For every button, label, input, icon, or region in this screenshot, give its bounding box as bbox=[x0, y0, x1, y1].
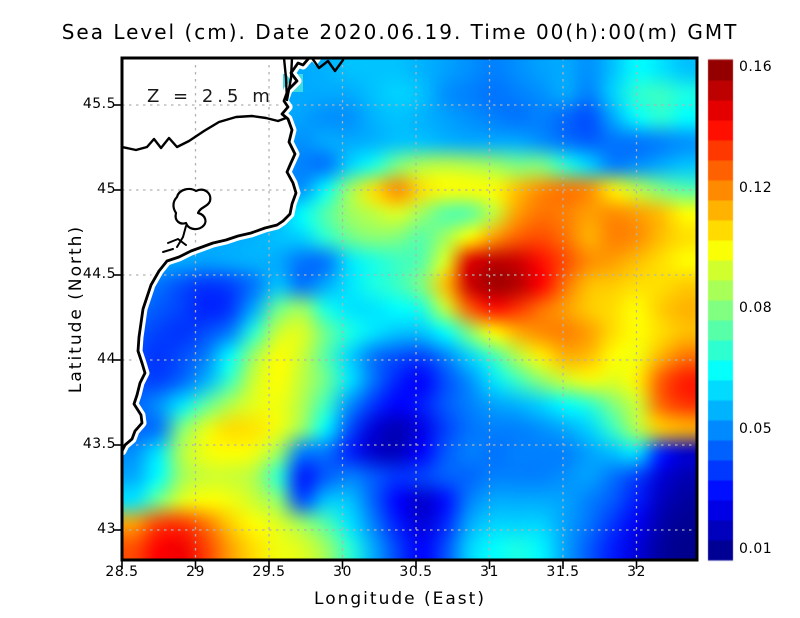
lagoon-channel bbox=[176, 225, 187, 248]
northeast-coast-squiggle bbox=[310, 58, 345, 73]
x-tick-label: 30.5 bbox=[399, 564, 433, 580]
lagoon-outline bbox=[172, 187, 212, 231]
graticule-gridlines bbox=[122, 58, 697, 560]
y-tick-label: 44.5 bbox=[82, 266, 116, 282]
y-tick-label: 45 bbox=[97, 181, 116, 197]
x-tick-label: 29 bbox=[186, 564, 205, 580]
plot-frame bbox=[120, 56, 699, 562]
y-tick-label: 44 bbox=[97, 351, 116, 367]
depth-annotation: Z = 2.5 m bbox=[147, 86, 274, 107]
y-tick-label: 43.5 bbox=[82, 436, 116, 452]
x-tick-label: 31 bbox=[480, 564, 499, 580]
colorbar-tick-label: 0.01 bbox=[739, 541, 773, 557]
axis-ticks bbox=[113, 104, 638, 569]
coastal-islet bbox=[167, 238, 187, 246]
x-tick-label: 28.5 bbox=[105, 564, 139, 580]
coastline-layer bbox=[122, 58, 345, 456]
colorbar-tick-label: 0.12 bbox=[739, 179, 773, 196]
x-tick-label: 30 bbox=[333, 564, 352, 580]
x-tick-label: 29.5 bbox=[252, 564, 286, 580]
colorbar-tick-label: 0.08 bbox=[739, 300, 773, 316]
y-axis-title: Latitude (North) bbox=[66, 224, 86, 394]
x-axis-title: Longitude (East) bbox=[314, 589, 486, 609]
coastal-islet-small bbox=[162, 248, 174, 253]
colorbar-tick-label: 0.16 bbox=[739, 59, 773, 75]
plot-title: Sea Level (cm). Date 2020.06.19. Time 00… bbox=[61, 20, 739, 44]
y-tick-label: 43 bbox=[97, 521, 116, 537]
coastline bbox=[122, 58, 311, 453]
colorbar-tick-label: 0.05 bbox=[739, 420, 773, 437]
estuary-inlet-coast bbox=[282, 58, 294, 102]
danube-river-branch bbox=[122, 114, 288, 152]
x-tick-label: 31.5 bbox=[546, 564, 580, 580]
land-mass bbox=[122, 58, 309, 451]
x-tick-label: 32 bbox=[627, 564, 646, 580]
y-tick-label: 45.5 bbox=[82, 96, 116, 112]
